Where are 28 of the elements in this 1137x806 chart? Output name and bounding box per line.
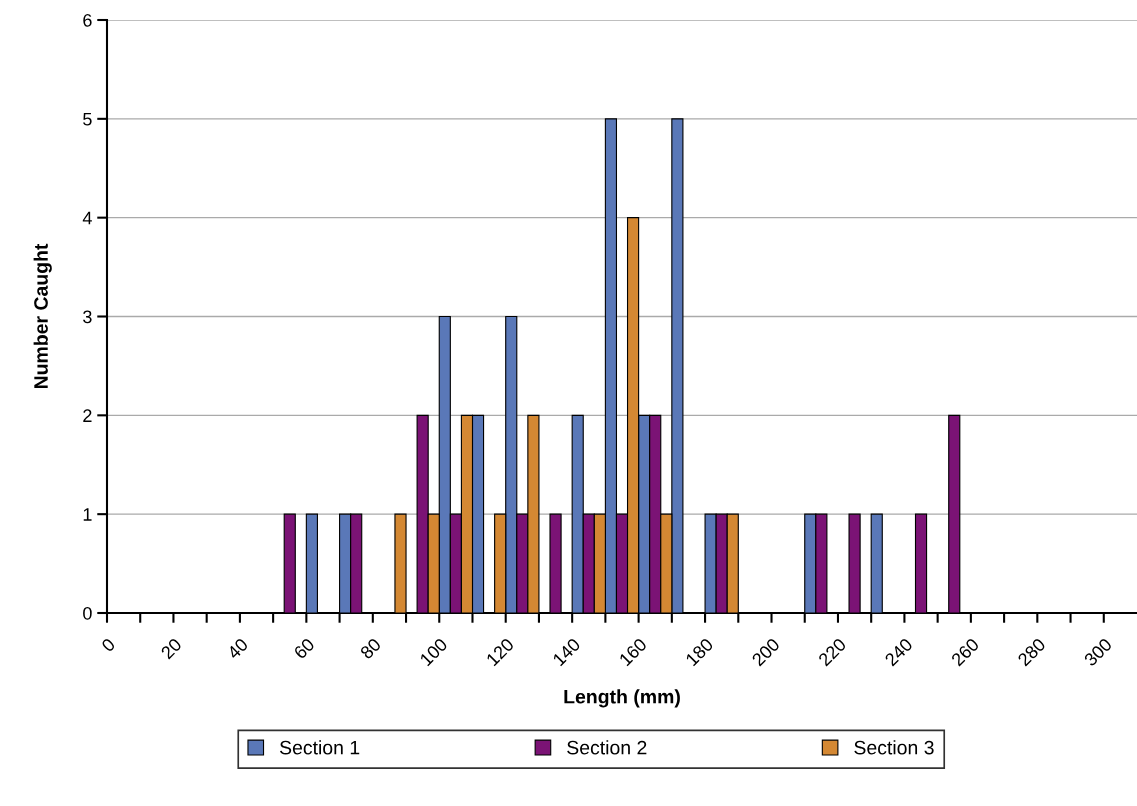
x-axis-title: Length (mm) [564,689,680,708]
y-axis-title: Number Caught [33,243,52,389]
x-tick-label: 200 [751,637,781,667]
x-tick-label: 280 [1017,637,1047,667]
x-tick-label: 260 [950,637,980,667]
x-tick-label: 180 [685,637,714,667]
x-tick-label: 220 [817,637,847,667]
x-tick-label: 120 [485,637,515,667]
legend-label: Section 2 [567,740,647,755]
x-tick-label: 240 [884,637,914,667]
x-tick-label: 80 [359,637,382,660]
x-tick-label: 100 [419,637,449,667]
legend-label: Section 3 [854,740,934,755]
x-tick-label: 60 [293,637,316,660]
x-tick-label: 40 [226,637,249,660]
x-tick-label: 300 [1083,637,1113,667]
y-tick-label: 4 [82,211,92,225]
y-tick-label: 1 [83,508,92,521]
x-tick-label: 160 [618,637,648,667]
x-tick-label: 0 [100,637,116,653]
y-tick-label: 6 [83,13,92,27]
x-tick-label: 20 [160,637,183,660]
y-tick-label: 0 [83,606,92,620]
y-tick-label: 3 [83,310,92,324]
legend-label: Section 1 [279,740,360,755]
x-tick-label: 140 [552,637,582,667]
y-tick-label: 5 [83,112,92,126]
y-tick-label: 2 [83,409,92,422]
